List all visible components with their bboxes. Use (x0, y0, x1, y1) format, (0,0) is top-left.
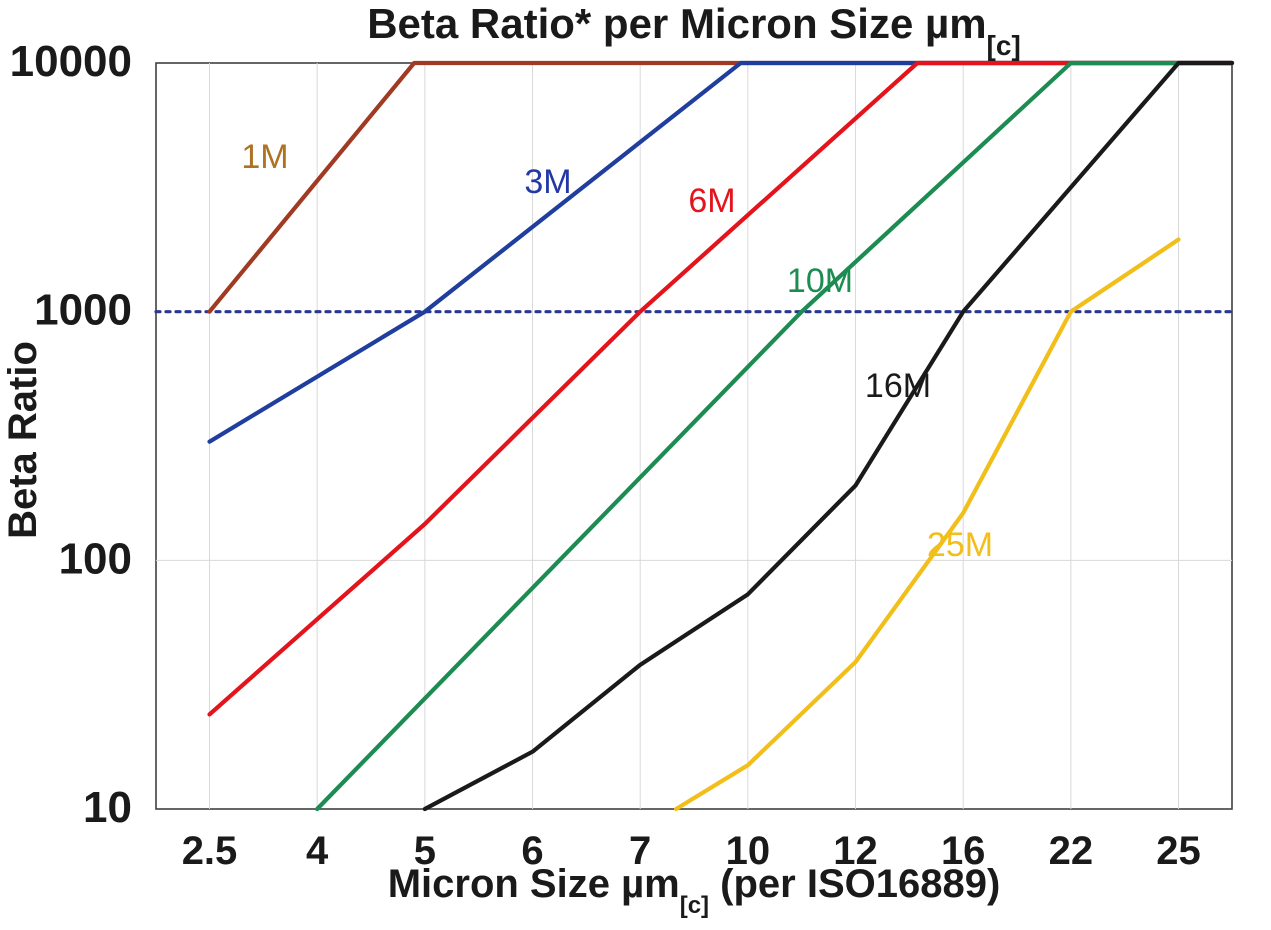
svg-text:10M: 10M (787, 262, 853, 300)
svg-text:10: 10 (83, 783, 132, 832)
svg-text:25M: 25M (927, 526, 993, 564)
svg-text:1000: 1000 (34, 286, 132, 335)
svg-text:3M: 3M (524, 163, 571, 201)
svg-text:16M: 16M (865, 367, 931, 405)
svg-text:1M: 1M (241, 138, 288, 176)
svg-text:100: 100 (59, 534, 132, 583)
svg-text:6M: 6M (688, 182, 735, 220)
svg-text:10000: 10000 (10, 37, 132, 86)
